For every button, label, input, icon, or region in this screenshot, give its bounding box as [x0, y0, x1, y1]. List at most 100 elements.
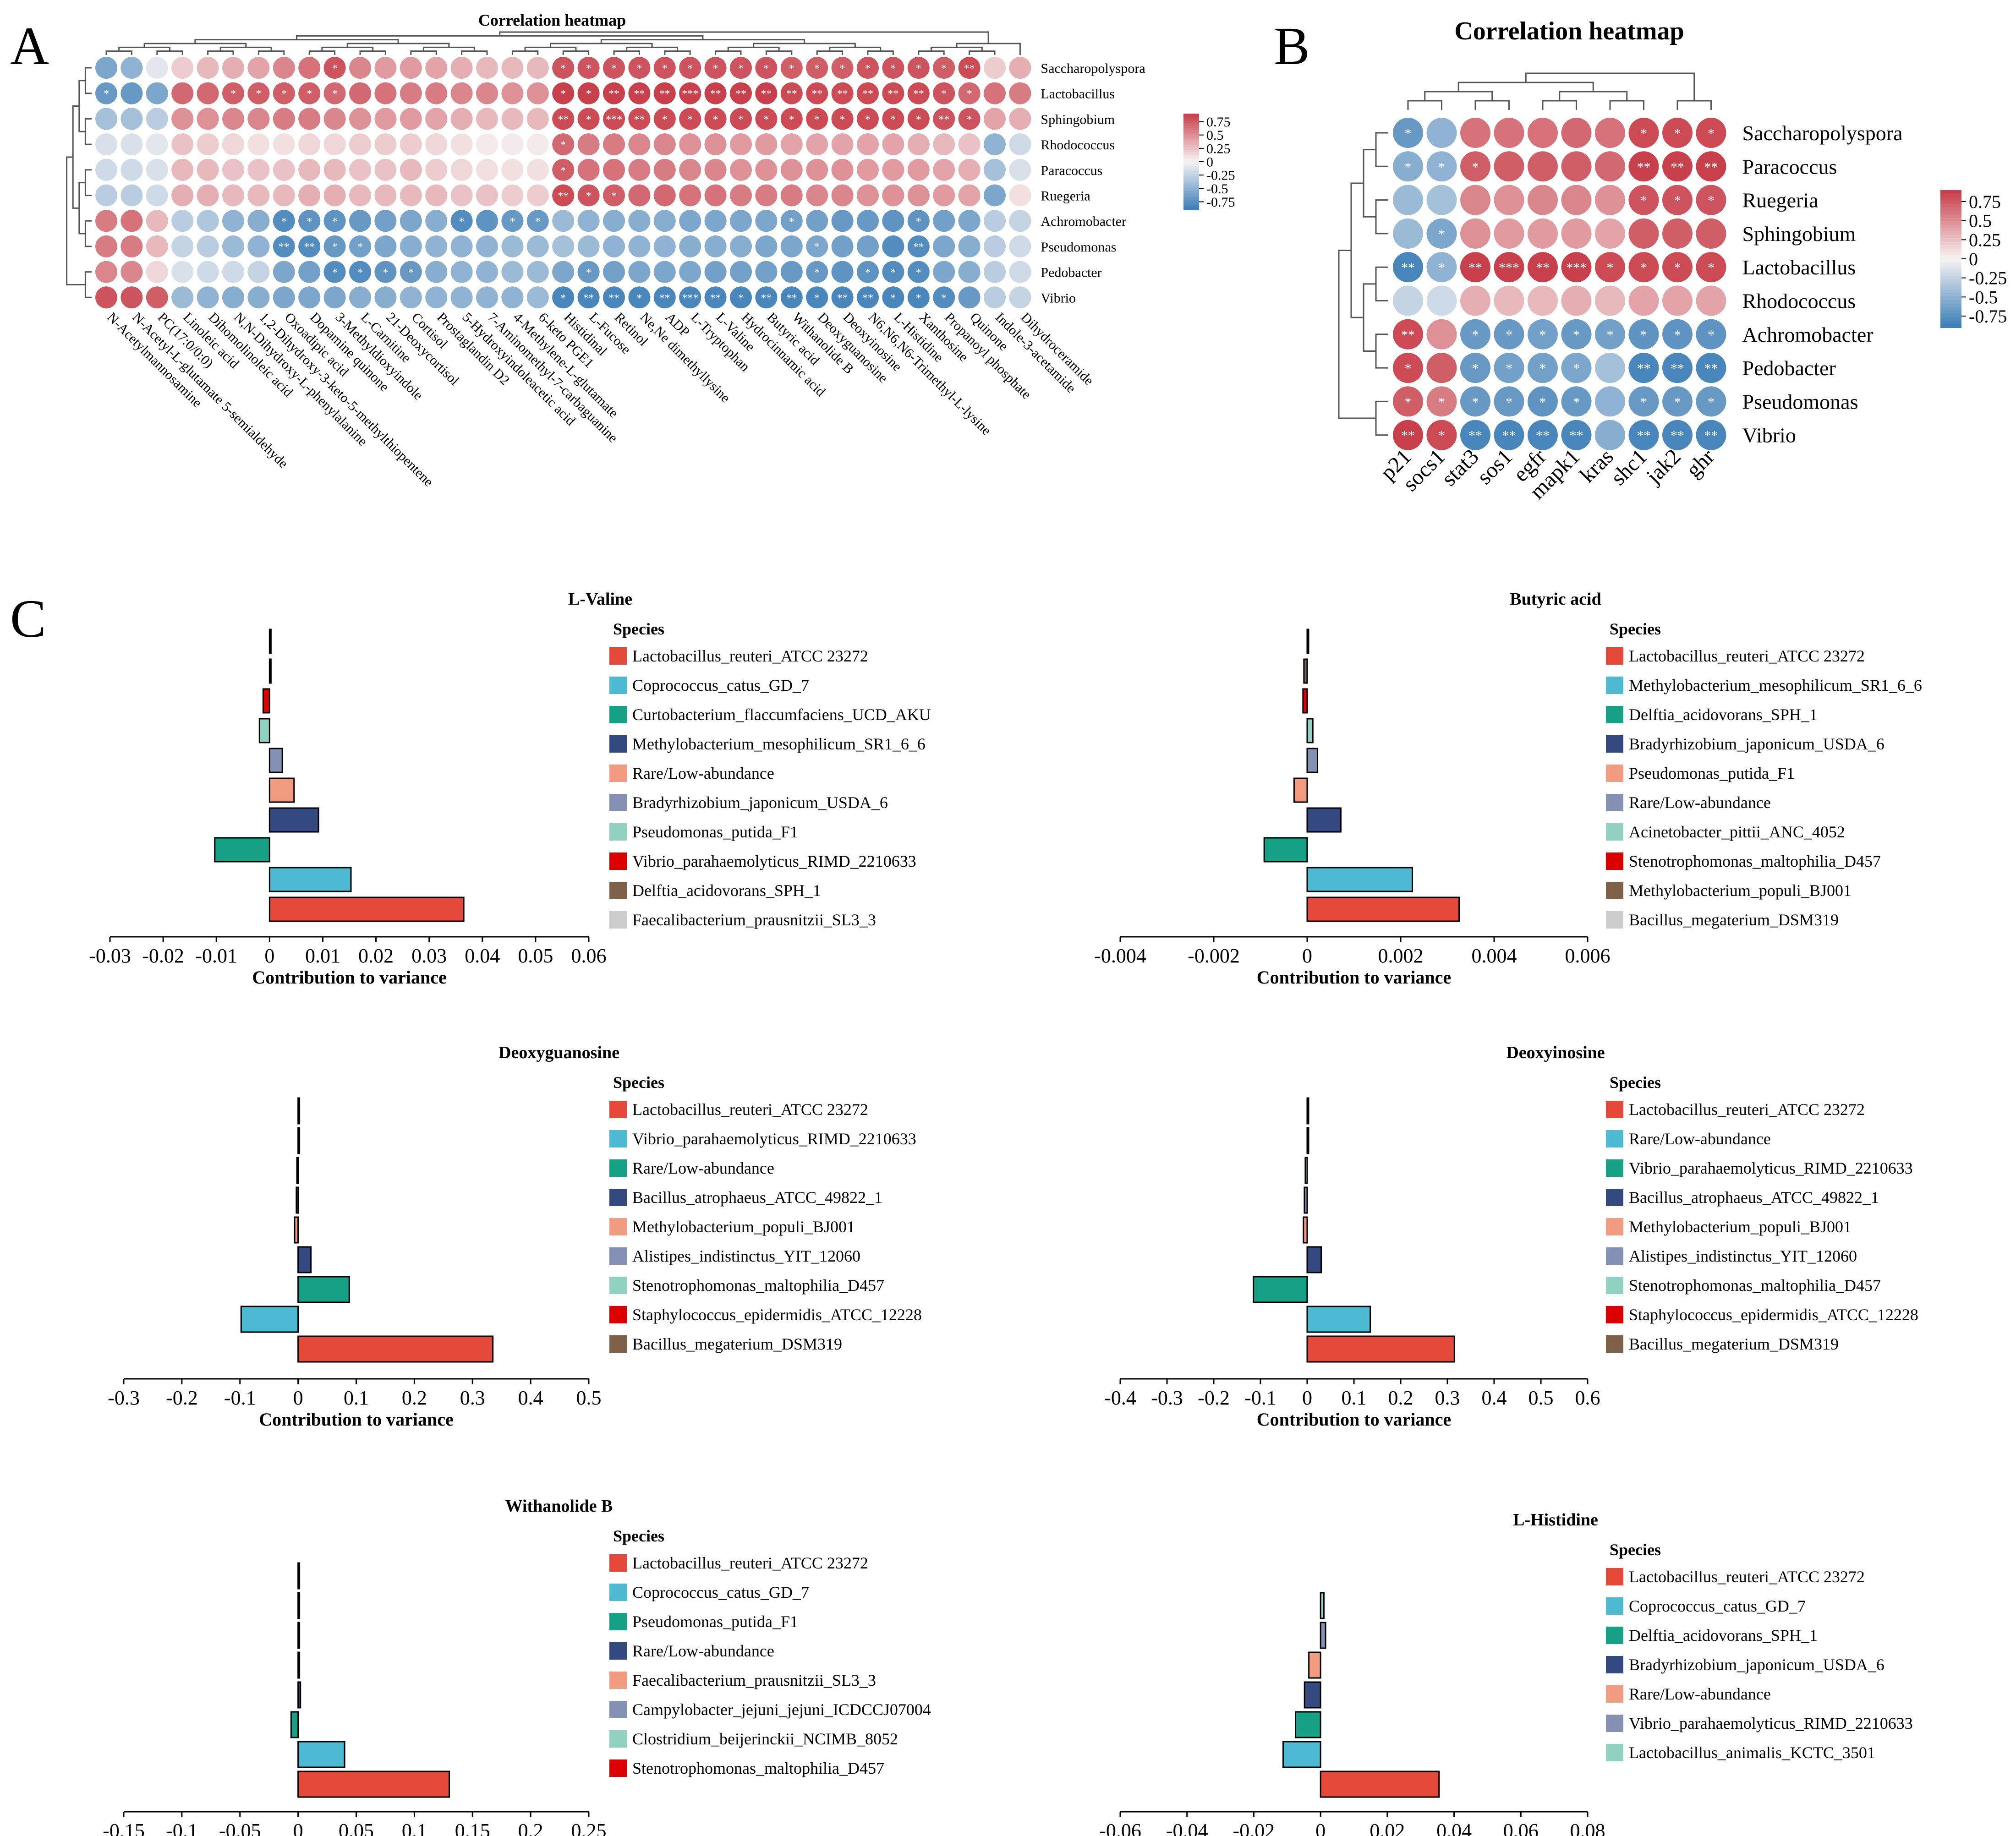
heatmap-a-cell: [603, 82, 625, 104]
heatmap-b-cell: [1460, 386, 1490, 417]
heatmap-a-cell: [374, 57, 397, 79]
bar-x-tick-label-c2: 0.006: [1565, 945, 1611, 967]
heatmap-a-significance: *: [560, 292, 566, 304]
heatmap-a-cell: [247, 158, 270, 181]
panel-label-B: B: [1274, 16, 1310, 76]
heatmap-a-cell: [831, 82, 854, 104]
bar-legend-swatch-c3: [609, 1218, 627, 1235]
heatmap-a-significance: **: [608, 292, 619, 304]
bar-legend-swatch-c1: [609, 911, 627, 929]
bar-legend-swatch-c5: [609, 1730, 627, 1748]
bar-c6: [1295, 1711, 1321, 1738]
heatmap-a-significance: *: [687, 114, 693, 126]
heatmap-b-cell: [1494, 319, 1524, 350]
heatmap-b-cell: [1528, 386, 1558, 417]
heatmap-a-cell: [907, 158, 930, 181]
heatmap-b-significance: *: [1539, 361, 1546, 376]
heatmap-b-cell: [1426, 386, 1457, 417]
bar-legend-swatch-c4: [1606, 1277, 1623, 1294]
heatmap-a-cell: [298, 158, 321, 181]
heatmap-b-significance: **: [1704, 428, 1718, 443]
heatmap-b-significance: *: [1472, 361, 1479, 376]
heatmap-a-cell: [526, 133, 549, 156]
bar-chart-title-c2: Butyric acid: [1510, 590, 1601, 609]
heatmap-a-cell: [679, 158, 701, 181]
bar-legend-label-c1: Pseudomonas_putida_F1: [632, 823, 798, 841]
bar-c3: [297, 1097, 301, 1125]
heatmap-a-significance: *: [814, 114, 820, 126]
heatmap-a-cell: [730, 57, 752, 79]
heatmap-b-cell: [1393, 185, 1423, 215]
bar-c2: [1303, 658, 1308, 684]
colorbar-segment-a: [1183, 159, 1199, 162]
colorbar-segment-b: [1940, 317, 1961, 321]
colorbar-tick-label-a: 0: [1206, 155, 1213, 170]
bar-x-tick-label-c6: -0.04: [1166, 1820, 1208, 1836]
heatmap-a-cell: [323, 57, 346, 79]
heatmap-b-cell: [1528, 151, 1558, 182]
heatmap-b-cell: [1696, 420, 1726, 450]
heatmap-a-cell: [222, 210, 244, 232]
heatmap-a-significance: *: [789, 216, 794, 228]
heatmap-a-cell: [628, 184, 651, 207]
heatmap-a-significance: ***: [682, 88, 698, 100]
colorbar-tick-label-b: 0: [1969, 249, 1978, 269]
heatmap-a-cell: [171, 210, 194, 232]
bar-legend-label-c3: Vibrio_parahaemolyticus_RIMD_2210633: [632, 1130, 916, 1148]
bar-legend-label-c4: Rare/Low-abundance: [1629, 1130, 1771, 1148]
heatmap-a-cell: [603, 184, 625, 207]
bar-legend-swatch-c3: [609, 1306, 627, 1323]
bar-legend-label-c1: Lactobacillus_reuteri_ATCC 23272: [632, 647, 868, 665]
colorbar-segment-a: [1183, 149, 1199, 153]
heatmap-b-cell: [1662, 353, 1693, 383]
heatmap-a-cell: [146, 261, 168, 283]
heatmap-a-significance: *: [916, 216, 921, 228]
heatmap-a-cell: [552, 261, 575, 283]
heatmap-a-column-dendrogram: [156, 50, 183, 55]
bar-legend-label-c4: Lactobacillus_reuteri_ATCC 23272: [1629, 1100, 1865, 1119]
bar-legend-swatch-c4: [1606, 1189, 1623, 1206]
heatmap-a-cell: [146, 57, 168, 79]
heatmap-a-significance: *: [916, 114, 921, 126]
heatmap-a-cell: [730, 286, 752, 309]
heatmap-a-cell: [857, 286, 879, 309]
heatmap-a-significance: *: [890, 114, 896, 126]
bar-x-axis-label-c1: Contribution to variance: [252, 967, 446, 988]
bar-legend-label-c2: Bradyrhizobium_japonicum_USDA_6: [1629, 735, 1885, 753]
heatmap-a-cell: [653, 158, 676, 181]
heatmap-a-significance: *: [890, 267, 896, 279]
heatmap-a-column-dendrogram: [308, 50, 336, 55]
heatmap-a-cell: [247, 184, 270, 207]
bar-x-tick-label-c6: 0: [1315, 1820, 1326, 1836]
heatmap-a-significance: *: [332, 267, 338, 279]
bar-x-tick-label-c4: -0.3: [1151, 1387, 1183, 1409]
heatmap-b-cell: [1662, 151, 1693, 182]
heatmap-b-cell: [1460, 252, 1490, 283]
colorbar-segment-b: [1940, 235, 1961, 239]
bar-legend-label-c6: Coprococcus_catus_GD_7: [1629, 1597, 1806, 1615]
heatmap-b-significance: *: [1539, 394, 1546, 410]
heatmap-b-cell: [1662, 386, 1693, 417]
colorbar-segment-a: [1183, 157, 1199, 160]
bar-legend-label-c2: Stenotrophomonas_maltophilia_D457: [1629, 852, 1881, 870]
heatmap-a-significance: *: [865, 114, 871, 126]
heatmap-a-cell: [450, 108, 473, 130]
heatmap-b-cell: [1628, 285, 1659, 316]
heatmap-a-cell: [831, 261, 854, 283]
bar-x-tick-label-c1: 0.04: [465, 945, 500, 967]
heatmap-a-cell: [323, 261, 346, 283]
heatmap-a-row-label: Pedobacter: [1041, 265, 1101, 280]
heatmap-b-cell: [1528, 285, 1558, 316]
heatmap-a-cell: [882, 133, 904, 156]
bar-legend-swatch-c1: [609, 765, 627, 782]
heatmap-b-row-label: Pedobacter: [1742, 356, 1836, 380]
heatmap-a-cell: [679, 286, 701, 309]
heatmap-a-cell: [552, 108, 575, 130]
heatmap-a-cell: [121, 184, 143, 207]
heatmap-a-significance: **: [862, 88, 873, 100]
heatmap-a-cell: [679, 261, 701, 283]
heatmap-a-cell: [323, 286, 346, 309]
bar-x-tick-label-c1: 0.05: [518, 945, 553, 967]
heatmap-a-significance: **: [735, 88, 746, 100]
bar-x-tick-label-c4: 0.6: [1575, 1387, 1600, 1409]
